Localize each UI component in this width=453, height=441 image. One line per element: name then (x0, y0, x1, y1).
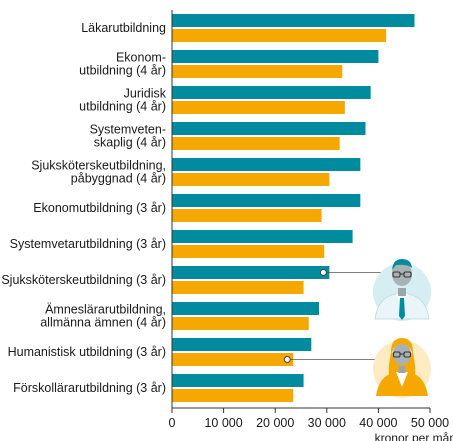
annotation-dot (283, 356, 291, 363)
bar-series-1-8 (172, 302, 320, 315)
bar-series-1-10 (172, 374, 304, 387)
category-label: Sjuksköterskeutbildning, påbyggnad (4 år) (31, 159, 166, 186)
bar-series-1-6 (172, 230, 353, 243)
category-label: Systemvetarutbildning (3 år) (10, 237, 166, 251)
category-label: Förskollärarutbildning (3 år) (13, 381, 166, 395)
x-tick-label: 50 000 (411, 416, 449, 430)
x-tick-label: 10 000 (204, 416, 242, 430)
bar-series-2-4 (172, 173, 330, 186)
bar-series-1-3 (172, 122, 366, 135)
bar-series-1-7 (172, 266, 330, 279)
x-tick-label: 30 000 (308, 416, 346, 430)
bar-series-2-10 (172, 389, 294, 402)
category-label: Systemveten-skaplig (4 år) (90, 123, 166, 150)
bar-series-1-0 (172, 14, 415, 27)
bar-series-2-2 (172, 101, 345, 114)
category-label: Humanistisk utbildning (3 år) (8, 345, 166, 359)
bar-series-2-3 (172, 137, 340, 150)
bar-series-2-6 (172, 245, 325, 258)
bar-series-1-5 (172, 194, 361, 207)
bars-group (172, 14, 415, 402)
x-tick-label: 0 (169, 416, 176, 430)
annotation-connectors (283, 269, 390, 363)
category-label: Sjuksköterskeutbildning (3 år) (1, 273, 166, 287)
category-label: Ekonom-utbildning (4 år) (79, 51, 166, 78)
category-label: Juridisk utbildning (4 år) (79, 87, 167, 114)
bar-series-2-1 (172, 65, 343, 78)
category-label: Läkarutbildning (81, 21, 166, 35)
woman-avatar-icon (373, 338, 431, 398)
x-tick-label: 40 000 (359, 416, 397, 430)
bar-series-1-2 (172, 86, 371, 99)
bar-series-2-7 (172, 281, 304, 294)
bar-series-2-9 (172, 353, 294, 366)
bar-series-2-8 (172, 317, 309, 330)
annotation-dot (319, 269, 327, 276)
category-label: Ämneslärarutbildning, allmänna ämnen (4 å… (40, 303, 166, 330)
category-labels: Läkarutbildning Ekonom-utbildning (4 år) J… (1, 21, 166, 395)
man-avatar-icon (373, 259, 431, 321)
x-axis-label: kronor per månad (375, 431, 453, 441)
category-label: Ekonomutbildning (3 år) (33, 201, 166, 215)
bar-series-2-0 (172, 29, 387, 42)
bar-series-2-5 (172, 209, 322, 222)
bar-series-1-1 (172, 50, 379, 63)
bar-series-1-9 (172, 338, 312, 351)
bar-series-1-4 (172, 158, 361, 171)
x-tick-label: 20 000 (256, 416, 294, 430)
